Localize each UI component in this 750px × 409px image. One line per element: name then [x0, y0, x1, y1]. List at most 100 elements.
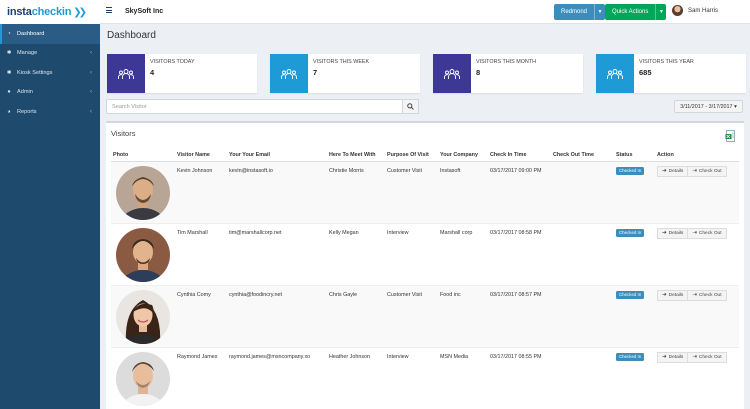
column-header: Purpose Of Visit — [385, 150, 438, 162]
visitor-name: Cynthia Comy — [177, 291, 211, 298]
host-name: Chris Gayle — [329, 291, 358, 298]
column-header: Your Your Email — [227, 150, 327, 162]
details-button-label: Details — [668, 230, 684, 236]
stat-label: VISITORS TODAY — [150, 59, 195, 65]
column-header: Your Company — [438, 150, 488, 162]
check-out-button[interactable]: ⇥ Check Out — [688, 289, 727, 301]
sidebar-item-reports[interactable]: ◕ Reports ‹ — [0, 102, 100, 122]
column-header: Action — [655, 150, 739, 162]
caret-down-icon: ▾ — [734, 103, 737, 110]
column-header: Status — [614, 150, 655, 162]
brand-logo[interactable]: insta checkin ❯❯ — [0, 0, 100, 24]
quick-actions-dropdown[interactable]: Quick Actions ▼ — [605, 4, 667, 20]
check-out-button[interactable]: ⇥ Check Out — [688, 351, 727, 363]
arrow-right-icon: ➜ — [662, 168, 667, 174]
visitor-email: raymond.james@msncompany.xo — [229, 353, 311, 360]
stat-label: VISITORS THIS WEEK — [313, 59, 370, 65]
check-out-button[interactable]: ⇥ Check Out — [688, 227, 727, 239]
visitor-photo — [116, 227, 170, 282]
details-button[interactable]: ➜ Details — [657, 165, 689, 177]
check-out-button[interactable]: ⇥ Check Out — [688, 165, 727, 177]
sidebar-item-kiosk-settings[interactable]: ✱ Kiosk Settings ‹ — [0, 63, 100, 83]
gear-icon: ✱ — [6, 69, 12, 76]
sign-out-icon: ⇥ — [692, 168, 697, 174]
visitors-panel-title: Visitors — [111, 129, 136, 138]
sidebar-item-label: Reports — [17, 108, 37, 115]
check-out-button-label: Check Out — [698, 292, 722, 298]
arrow-right-icon: ➜ — [662, 230, 667, 236]
visitors-table: Photo Visitor Name Your Your Email Here … — [111, 150, 739, 409]
caret-down-icon[interactable]: ▼ — [594, 4, 606, 20]
column-header: Check In Time — [488, 150, 551, 162]
visit-purpose: Customer Visit — [387, 291, 422, 298]
visitors-group-icon — [596, 54, 634, 93]
search-input[interactable]: Search Visitor — [106, 99, 403, 114]
status-badge: Checked In — [616, 290, 645, 299]
menu-toggle-icon[interactable] — [106, 7, 112, 13]
company-name: SkySoft Inc — [125, 8, 164, 15]
details-button-label: Details — [668, 168, 684, 174]
visitors-group-icon — [270, 54, 308, 93]
check-out-button-label: Check Out — [698, 354, 722, 360]
visitors-group-icon — [107, 54, 145, 93]
sidebar-item-manage[interactable]: ✱ Manage ‹ — [0, 44, 100, 64]
page-title: Dashboard — [107, 30, 156, 41]
user-menu[interactable]: Sam Harris — [672, 5, 718, 16]
visitor-company: MSN Media — [440, 353, 469, 360]
visitor-photo — [116, 351, 170, 406]
visitor-email: kevin@instasoft.io — [229, 167, 273, 174]
caret-down-icon[interactable]: ▼ — [655, 4, 667, 20]
check-out-time — [553, 348, 612, 354]
visit-purpose: Customer Visit — [387, 167, 422, 174]
sidebar-item-label: Manage — [17, 50, 38, 57]
sidebar-item-dashboard[interactable]: ◔ Dashboard — [0, 24, 100, 44]
visitor-email: cynthia@foodincry.net — [229, 291, 283, 298]
host-name: Kelly Megan — [329, 229, 359, 236]
sidebar-item-admin[interactable]: ● Admin ‹ — [0, 83, 100, 103]
date-range-picker[interactable]: 3/11/2017 - 3/17/2017 ▾ — [674, 100, 743, 113]
sidebar-item-label: Dashboard — [17, 30, 45, 37]
visitor-photo — [116, 289, 170, 344]
gear-icon: ✱ — [6, 50, 12, 57]
host-name: Christie Morris — [329, 167, 364, 174]
visit-purpose: Interview — [387, 353, 409, 360]
visitor-company: Marshall corp — [440, 229, 473, 236]
stat-card-visitors-this-month: VISITORS THIS MONTH 8 — [433, 54, 583, 93]
check-in-time: 03/17/2017 08:58 PM — [490, 229, 542, 236]
double-chevron-icon: ❯❯ — [73, 6, 87, 18]
row-actions: ➜ Details ⇥ Check Out — [657, 227, 737, 239]
details-button-label: Details — [668, 292, 684, 298]
location-dropdown[interactable]: Redmond ▼ — [554, 4, 606, 20]
check-out-button-label: Check Out — [698, 168, 722, 174]
pie-chart-icon: ◕ — [7, 108, 11, 115]
check-out-time — [553, 162, 612, 168]
table-row: Cynthia Comy cynthia@foodincry.net Chris… — [111, 285, 739, 348]
row-actions: ➜ Details ⇥ Check Out — [657, 351, 737, 363]
stat-value: 685 — [639, 68, 652, 77]
user-name[interactable]: Sam Harris — [688, 7, 719, 14]
details-button[interactable]: ➜ Details — [657, 351, 689, 363]
top-navbar: insta checkin ❯❯ SkySoft Inc Redmond ▼ Qui… — [0, 0, 750, 24]
excel-export-icon[interactable] — [725, 130, 736, 142]
brand-logo-part1: insta — [7, 6, 32, 18]
visit-purpose: Interview — [387, 229, 409, 236]
check-out-time — [553, 286, 612, 292]
details-button[interactable]: ➜ Details — [657, 227, 689, 239]
column-header: Visitor Name — [175, 150, 227, 162]
stat-card-visitors-this-week: VISITORS THIS WEEK 7 — [270, 54, 420, 93]
status-badge: Checked In — [616, 228, 645, 237]
check-in-time: 03/17/2017 08:57 PM — [490, 291, 542, 298]
avatar[interactable] — [672, 5, 683, 16]
host-name: Heather Johnson — [329, 353, 371, 360]
location-button[interactable]: Redmond — [554, 4, 595, 20]
sign-out-icon: ⇥ — [692, 354, 697, 360]
details-button[interactable]: ➜ Details — [657, 289, 689, 301]
stat-label: VISITORS THIS MONTH — [476, 59, 537, 65]
main-content: Dashboard VISITORS TODAY 4 VISITORS THIS… — [100, 24, 750, 409]
visitor-company: Food inc — [440, 291, 461, 298]
sidebar-item-label: Kiosk Settings — [17, 69, 53, 76]
arrow-right-icon: ➜ — [662, 292, 667, 298]
search-button[interactable] — [403, 99, 419, 114]
quick-actions-button[interactable]: Quick Actions — [605, 4, 656, 20]
status-badge: Checked In — [616, 352, 645, 361]
